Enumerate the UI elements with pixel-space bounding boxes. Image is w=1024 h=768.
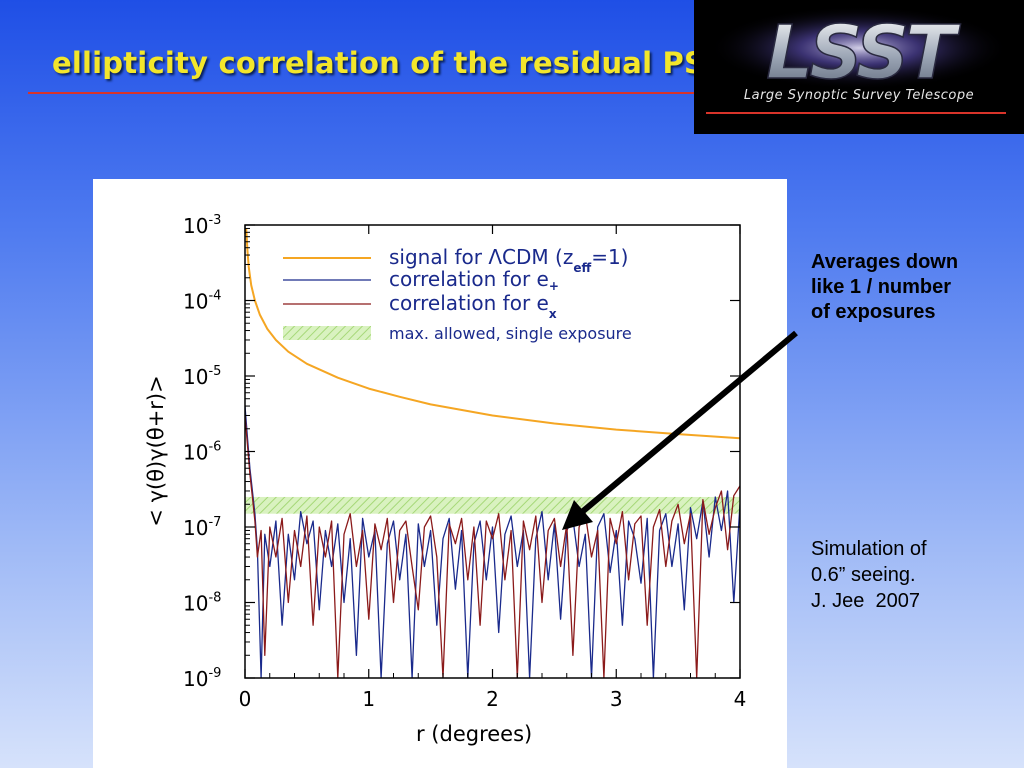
series-line-0	[245, 228, 740, 440]
arrow-head	[562, 500, 593, 530]
simulation-note: Simulation of 0.6” seeing. J. Jee 2007	[811, 536, 1011, 614]
x-tick-label-0: 0	[239, 687, 252, 711]
band-layer	[245, 496, 740, 514]
simulation-line-3: J. Jee 2007	[811, 590, 920, 612]
logo-subtitle: Large Synoptic Survey Telescope	[743, 88, 975, 103]
averages-line-2: like 1 / number	[811, 276, 952, 298]
y-tick-label-3: 10-6	[183, 440, 221, 465]
x-tick-label-1: 1	[362, 687, 375, 711]
simulation-line-1: Simulation of	[811, 538, 927, 560]
x-axis-label: r (degrees)	[416, 722, 532, 746]
legend-label-2: correlation for ex	[389, 291, 557, 321]
legend-label-0: signal for ΛCDM (zeff=1)	[389, 245, 629, 275]
simulation-line-2: 0.6” seeing.	[811, 564, 916, 586]
x-tick-label-2: 2	[486, 687, 499, 711]
y-tick-label-5: 10-8	[183, 591, 221, 616]
lsst-logo: LSST Large Synoptic Survey Telescope	[694, 0, 1024, 134]
y-axis-label: < γ(θ)γ(θ+r)>	[144, 375, 168, 526]
series-line-1	[245, 405, 740, 678]
x-tick-label-3: 3	[610, 687, 623, 711]
tick-layer: 0 1 2 3 4 10-3 10-4 10-5 10-6 10-7 10-8 10-9	[183, 213, 746, 711]
series-line-2	[245, 415, 740, 678]
y-tick-label-6: 10-9	[183, 666, 221, 691]
logo-graphic: LSST	[706, 6, 1009, 114]
series-layer	[245, 228, 740, 678]
correlation-chart: 0 1 2 3 4 10-3 10-4 10-5 10-6 10-7 10-8 10-9 signal…	[144, 213, 746, 746]
y-tick-label-0: 10-3	[183, 213, 221, 238]
legend-label-band: max. allowed, single exposure	[389, 324, 632, 343]
logo-red-line	[706, 112, 1006, 114]
averages-line-1: Averages down	[811, 251, 959, 273]
chart-legend: signal for ΛCDM (zeff=1)correlation for …	[283, 245, 632, 343]
legend-label-1: correlation for e+	[389, 267, 559, 293]
legend-swatch-band	[283, 326, 371, 340]
max-allowed-band	[245, 496, 740, 514]
y-tick-label-1: 10-4	[183, 289, 221, 314]
y-tick-label-2: 10-5	[183, 364, 221, 389]
chart-figure: 0 1 2 3 4 10-3 10-4 10-5 10-6 10-7 10-8 10-9 signal…	[93, 179, 787, 768]
x-tick-label-4: 4	[734, 687, 747, 711]
logo-letters: LSST	[766, 10, 961, 96]
arrow-shaft	[580, 330, 798, 515]
averages-line-3: of exposures	[811, 301, 936, 323]
y-tick-label-4: 10-7	[183, 515, 221, 540]
averages-note: Averages down like 1 / number of exposur…	[811, 250, 1016, 325]
title-divider	[28, 92, 708, 94]
galaxy-glow	[709, 6, 1009, 90]
